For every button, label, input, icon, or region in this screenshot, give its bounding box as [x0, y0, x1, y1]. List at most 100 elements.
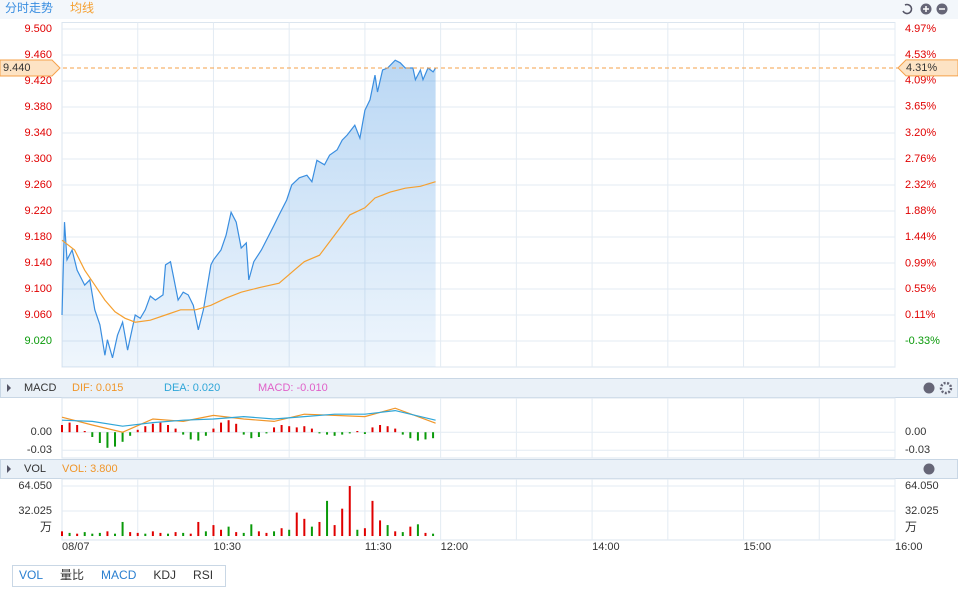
last-change-tag: [897, 59, 958, 77]
y-tick-label: -0.03: [27, 444, 52, 456]
avg-tab[interactable]: 均线: [70, 1, 94, 15]
volume-bar: [61, 531, 63, 537]
macd-bar: [144, 426, 147, 433]
macd-bar: [310, 428, 313, 433]
macd-toggle[interactable]: [7, 384, 11, 392]
macd-bar: [227, 420, 230, 433]
volume-bar: [432, 533, 435, 537]
volume-bar: [129, 532, 132, 537]
macd-bar: [212, 428, 215, 433]
x-tick-label: 14:00: [592, 541, 620, 553]
y2-tick-label: 0.55%: [905, 283, 936, 295]
volume-bar: [174, 532, 177, 537]
y-tick-label: 9.220: [24, 205, 52, 217]
volume-bar: [333, 525, 336, 537]
macd-bar: [326, 432, 329, 435]
price-area: [62, 60, 436, 367]
macd-bar: [197, 432, 200, 441]
macd-settings[interactable]: [939, 381, 953, 395]
volume-bar: [98, 532, 101, 537]
volume-bar: [76, 533, 79, 537]
volume-bar: [212, 525, 215, 537]
y2-tick-label: 3.65%: [905, 101, 936, 113]
vol-value: VOL: 3.800: [62, 463, 118, 475]
volume-bar: [409, 526, 412, 537]
macd-title: MACD: [24, 382, 56, 394]
volume-bar: [68, 532, 71, 537]
y2-tick-label: 3.20%: [905, 127, 936, 139]
macd-bar: [257, 432, 260, 437]
y2-tick-label: -0.33%: [905, 335, 940, 347]
indicator-tab[interactable]: KDJ: [153, 568, 176, 582]
y-tick-label: 9.460: [24, 49, 52, 61]
indicator-tab[interactable]: 量比: [60, 568, 84, 582]
volume-bar: [394, 531, 397, 537]
volume-bar: [288, 529, 291, 537]
volume-bar: [235, 532, 238, 537]
volume-bar: [136, 532, 139, 537]
last-price-tag: [0, 59, 61, 77]
y2-tick-label: -0.03: [905, 444, 930, 456]
y-tick-label: 9.260: [24, 179, 52, 191]
macd-bar: [280, 425, 283, 433]
indicator-tab[interactable]: MACD: [101, 568, 137, 582]
y-tick-label: 9.300: [24, 153, 52, 165]
reset-icon[interactable]: [902, 3, 913, 15]
indicator-tab[interactable]: VOL: [19, 568, 43, 582]
vol-toggle[interactable]: [7, 465, 11, 473]
macd-bar: [250, 432, 253, 439]
y-tick-label: 64.050: [18, 480, 52, 492]
last-change-label: 4.31%: [906, 62, 937, 74]
indicator-tab[interactable]: RSI: [193, 568, 213, 582]
macd-bar: [151, 423, 154, 433]
x-tick-label: 11:30: [365, 541, 392, 553]
price-line: [61, 59, 437, 359]
toolbar-icons: [902, 3, 948, 15]
macd-bar: [61, 425, 63, 433]
y-tick-label: 9.380: [24, 101, 52, 113]
last-price-label: 9.440: [3, 62, 31, 74]
macd-bar: [235, 423, 238, 433]
macd-bar: [129, 432, 132, 436]
volume-bar: [371, 500, 374, 537]
macd-bar: [83, 431, 86, 433]
macd-legend: DEA: 0.020: [164, 382, 220, 394]
volume-bar: [363, 528, 366, 537]
vol-title: VOL: [24, 463, 46, 475]
volume-bar: [303, 518, 306, 537]
macd-bar: [91, 432, 94, 437]
volume-bar: [182, 532, 185, 537]
volume-bar: [220, 529, 223, 537]
volume-bar: [189, 533, 192, 537]
y-tick-label: 9.500: [24, 23, 52, 35]
macd-line: [61, 407, 436, 433]
vol-header: [0, 459, 958, 479]
macd-bar: [273, 427, 276, 433]
macd-bar: [371, 427, 374, 433]
x-tick-label: 12:00: [441, 541, 469, 553]
volume-bar: [242, 532, 245, 537]
macd-bar: [204, 432, 207, 436]
macd-bar: [432, 432, 435, 439]
y2-tick-label: 4.09%: [905, 75, 936, 87]
vol-close[interactable]: [923, 463, 935, 475]
macd-bar: [68, 422, 71, 433]
volume-bar: [250, 524, 253, 537]
macd-bar: [341, 432, 344, 435]
y-tick-label: 9.060: [24, 309, 52, 321]
y2-tick-label: 32.025: [905, 505, 939, 517]
volume-bar: [83, 532, 86, 537]
y2-tick-label: 0.11%: [905, 309, 936, 321]
macd-bar: [220, 422, 223, 433]
macd-bar: [242, 432, 245, 435]
indicator-tabs: [12, 565, 226, 587]
title-tab[interactable]: 分时走势: [5, 1, 53, 15]
macd-bar: [189, 432, 192, 440]
macd-bar: [174, 428, 177, 433]
y2-tick-label: 1.88%: [905, 205, 936, 217]
y2-tick-label: 1.44%: [905, 231, 936, 243]
macd-bar: [295, 427, 298, 433]
macd-close[interactable]: [923, 382, 935, 394]
macd-bar: [167, 425, 170, 433]
